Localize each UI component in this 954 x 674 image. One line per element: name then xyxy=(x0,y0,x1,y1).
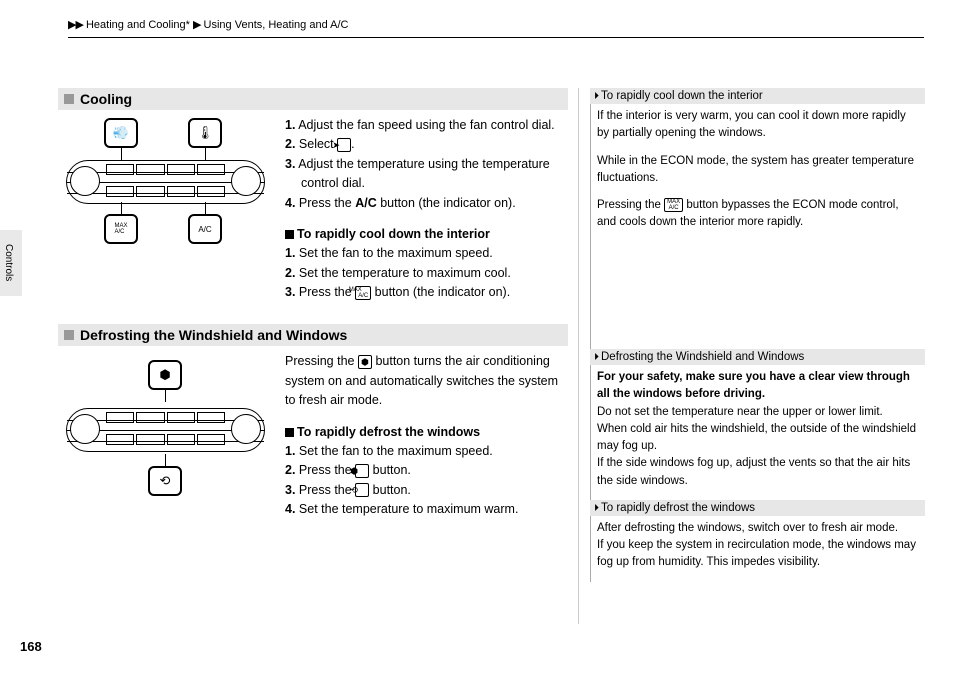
callout-defrost-icon: ⬢ xyxy=(148,360,182,390)
substep-2: 2. Press the ⬢ button. xyxy=(285,461,568,480)
note-paragraph: After defrosting the windows, switch ove… xyxy=(597,520,919,572)
note-body-rapid-defrost: After defrosting the windows, switch ove… xyxy=(590,516,925,582)
substep-1: 1. Set the fan to the maximum speed. xyxy=(285,244,568,263)
note-arrow-icon: ⏵ xyxy=(594,503,599,514)
max-ac-icon: MAXA/C xyxy=(355,286,371,300)
note-title-defrost: ⏵Defrosting the Windshield and Windows xyxy=(590,349,925,365)
section-title-cooling: Cooling xyxy=(58,88,568,110)
substep-4: 4. Set the temperature to maximum warm. xyxy=(285,500,568,519)
fan-dial-icon xyxy=(70,166,100,196)
note-paragraph: While in the ECON mode, the system has g… xyxy=(597,153,919,188)
callout-maxac-icon: MAXA/C xyxy=(104,214,138,244)
defrost-icon: ⬢ xyxy=(355,464,369,478)
main-column: Cooling 💨 🌡 MAXA/C A/C 1. Adjust the fan… xyxy=(58,88,568,519)
callout-ac-icon: A/C xyxy=(188,214,222,244)
section-bullet-icon xyxy=(64,330,74,340)
callout-recirc-icon: ⟲ xyxy=(148,466,182,496)
note-arrow-icon: ⏵ xyxy=(594,352,599,363)
section-title-text: Defrosting the Windshield and Windows xyxy=(80,327,347,343)
section-body-defrost: ⬢ ⟲ Pressing the ⬢ button turns the air … xyxy=(58,352,568,519)
step-1: 1. Adjust the fan speed using the fan co… xyxy=(285,116,568,135)
notes-column: ⏵To rapidly cool down the interior If th… xyxy=(590,88,925,582)
note-paragraph: If the interior is very warm, you can co… xyxy=(597,108,919,143)
note-title-rapid-defrost: ⏵To rapidly defrost the windows xyxy=(590,500,925,516)
note-paragraph: Pressing the MAXA/C button bypasses the … xyxy=(597,197,919,232)
instructions-defrost: Pressing the ⬢ button turns the air cond… xyxy=(285,352,568,519)
note-paragraph: For your safety, make sure you have a cl… xyxy=(597,369,919,490)
section-title-defrost: Defrosting the Windshield and Windows xyxy=(58,324,568,346)
side-tab: Controls xyxy=(0,230,22,296)
max-ac-icon: MAXA/C xyxy=(664,198,683,212)
temp-dial-icon xyxy=(231,166,261,196)
diagram-cooling: 💨 🌡 MAXA/C A/C xyxy=(58,116,273,248)
face-vent-icon: ➤ xyxy=(337,138,351,152)
section-defrost: Defrosting the Windshield and Windows ⬢ … xyxy=(58,324,568,519)
button-row-bottom xyxy=(106,434,225,445)
subhead-rapid-cool: To rapidly cool down the interior xyxy=(285,225,568,244)
button-row-top xyxy=(106,412,225,423)
breadcrumb-asterisk: * xyxy=(186,19,190,31)
step-4: 4. Press the A/C button (the indicator o… xyxy=(285,194,568,213)
instructions-cooling: 1. Adjust the fan speed using the fan co… xyxy=(285,116,568,302)
column-divider xyxy=(578,88,579,624)
callout-temp-icon: 🌡 xyxy=(188,118,222,148)
subhead-bullet-icon xyxy=(285,230,294,239)
breadcrumb-arrows-2: ▶ xyxy=(193,19,200,31)
breadcrumb-arrows-1: ▶▶ xyxy=(68,19,83,31)
note-body-defrost: For your safety, make sure you have a cl… xyxy=(590,365,925,500)
section-title-text: Cooling xyxy=(80,91,132,107)
note-title-rapid-cool: ⏵To rapidly cool down the interior xyxy=(590,88,925,104)
button-row-top xyxy=(106,164,225,175)
step-3: 3. Adjust the temperature using the temp… xyxy=(285,155,568,194)
note-arrow-icon: ⏵ xyxy=(594,91,599,102)
diagram-defrost: ⬢ ⟲ xyxy=(58,352,273,508)
substep-3: 3. Press the ⟲ button. xyxy=(285,481,568,500)
breadcrumb-part-2: Using Vents, Heating and A/C xyxy=(204,19,349,31)
button-row-bottom xyxy=(106,186,225,197)
substep-3: 3. Press the MAXA/C button (the indicato… xyxy=(285,283,568,302)
defrost-intro: Pressing the ⬢ button turns the air cond… xyxy=(285,352,568,410)
substep-1: 1. Set the fan to the maximum speed. xyxy=(285,442,568,461)
step-2: 2. Select ➤. xyxy=(285,135,568,154)
subhead-bullet-icon xyxy=(285,428,294,437)
page-number: 168 xyxy=(20,639,42,654)
side-tab-label: Controls xyxy=(3,244,14,281)
note-body-rapid-cool: If the interior is very warm, you can co… xyxy=(590,104,925,349)
substep-2: 2. Set the temperature to maximum cool. xyxy=(285,264,568,283)
section-body-cooling: 💨 🌡 MAXA/C A/C 1. Adjust the fan speed u… xyxy=(58,116,568,302)
section-bullet-icon xyxy=(64,94,74,104)
subhead-rapid-defrost: To rapidly defrost the windows xyxy=(285,423,568,442)
defrost-icon: ⬢ xyxy=(358,355,372,369)
breadcrumb: ▶▶ Heating and Cooling* ▶ Using Vents, H… xyxy=(68,18,924,38)
recirc-icon: ⟲ xyxy=(355,483,369,497)
callout-fan-icon: 💨 xyxy=(104,118,138,148)
breadcrumb-part-1: Heating and Cooling xyxy=(86,19,186,31)
